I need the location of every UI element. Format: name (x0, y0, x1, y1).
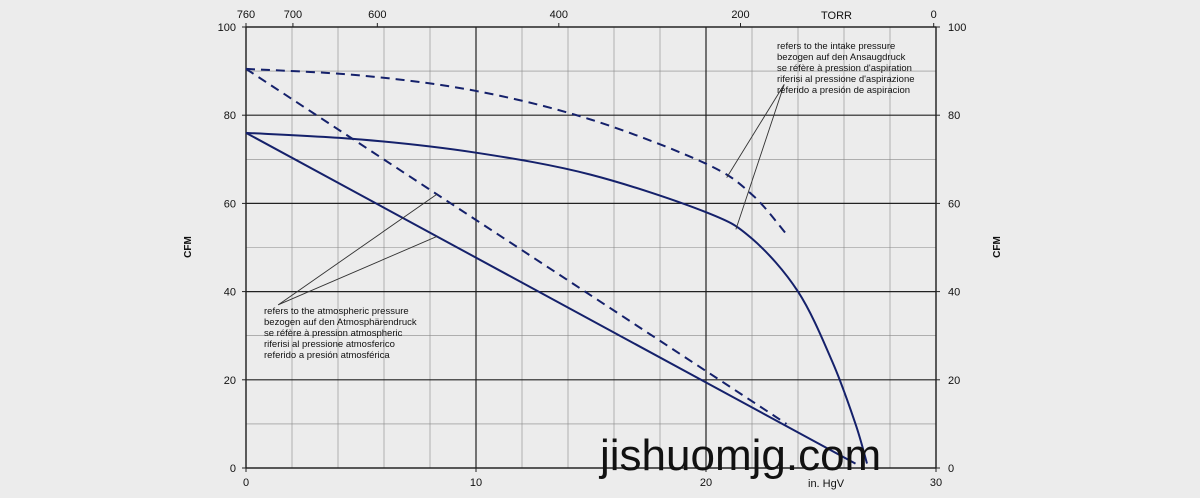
intake-annotation-line-4: riferisi al pressione d'aspirazione (777, 74, 915, 85)
y-tick-label-left: 100 (218, 22, 236, 34)
plot-frame (245, 26, 937, 469)
leader-line-intake (726, 84, 785, 178)
atmospheric-annotation-line-1: refers to the atmospheric pressure (264, 306, 409, 317)
intake-annotation-line-1: refers to the intake pressure (777, 41, 895, 52)
x-tick-label: 30 (930, 477, 942, 489)
x-tick-label: 0 (243, 477, 249, 489)
y-axis-label-left: CFM (183, 236, 194, 258)
leader-line-atmospheric (277, 193, 438, 306)
top-axis-label: TORR (821, 10, 852, 22)
x-axis-label: in. HgV (808, 478, 845, 490)
x-tick-label: 20 (700, 477, 712, 489)
y-tick-label-left: 60 (224, 198, 236, 210)
series-group (245, 67, 868, 465)
watermark: jishuomjg.com (598, 431, 881, 480)
intake-annotation-line-3: se réfère à pression d'aspiration (777, 63, 912, 74)
x-tick-label: 10 (470, 477, 482, 489)
atmospheric-annotation-line-3: se réfère à pression atmospheric (264, 328, 403, 339)
y-tick-label-left: 20 (224, 375, 236, 387)
top-tick-label: 600 (368, 9, 386, 21)
y-tick-label-right: 0 (948, 463, 954, 475)
y-axis-label-right: CFM (992, 236, 1003, 258)
y-tick-label-right: 80 (948, 110, 960, 122)
atmospheric-annotation-line-5: referido a presión atmosférica (264, 350, 390, 361)
series-line-1 (245, 131, 868, 464)
series-line-3 (245, 67, 788, 235)
intake-annotation-line-5: referido a presión de aspiracion (777, 85, 910, 96)
series-line-4 (245, 68, 788, 425)
leader-line-atmospheric (278, 236, 438, 306)
top-tick-label: 400 (550, 9, 568, 21)
intake-annotation-line-2: bezogen auf den Ansaugdruck (777, 52, 906, 63)
top-tick-label: 200 (731, 9, 749, 21)
y-tick-label-left: 80 (224, 110, 236, 122)
top-tick-label: 760 (237, 9, 255, 21)
y-tick-label-right: 60 (948, 198, 960, 210)
y-tick-label-right: 40 (948, 287, 960, 299)
leader-line-intake (735, 84, 785, 230)
top-tick-label: 700 (284, 9, 302, 21)
y-tick-label-left: 0 (230, 463, 236, 475)
atmospheric-annotation-line-2: bezogen auf den Atmosphärendruck (264, 317, 417, 328)
leader-lines (277, 84, 785, 306)
y-tick-label-right: 20 (948, 375, 960, 387)
atmospheric-annotation-line-4: riferisi al pressione atmosferico (264, 339, 395, 350)
top-tick-label: 0 (931, 9, 937, 21)
y-tick-label-left: 40 (224, 287, 236, 299)
y-tick-label-right: 100 (948, 22, 966, 34)
series-line-2 (245, 131, 856, 465)
